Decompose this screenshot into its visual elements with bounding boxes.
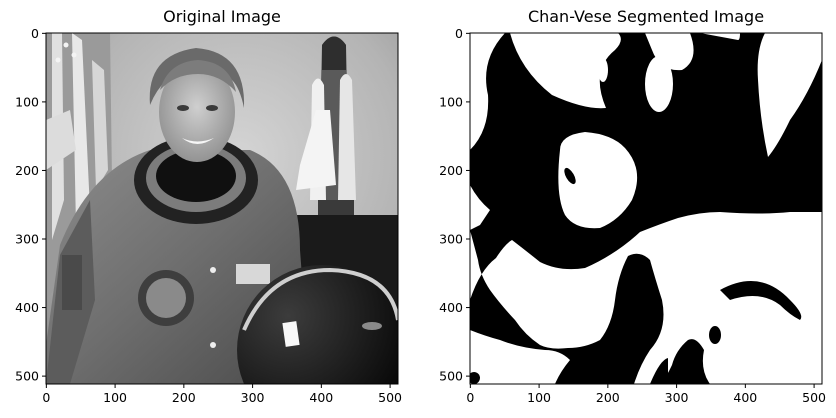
x-tick-label: 200: [596, 390, 620, 405]
x-tick-label: 100: [103, 390, 127, 405]
y-tick-label: 200: [15, 163, 39, 178]
x-tick-label: 400: [309, 390, 333, 405]
original-image: [46, 33, 407, 418]
x-tick-label: 0: [466, 390, 474, 405]
x-tick-label: 200: [172, 390, 196, 405]
x-tick-label: 500: [802, 390, 826, 405]
y-tick-label: 400: [15, 300, 39, 315]
y-tick-label: 100: [439, 94, 463, 109]
x-tick-label: 500: [378, 390, 402, 405]
y-tick-label: 300: [15, 232, 39, 247]
x-tick-label: 0: [42, 390, 50, 405]
x-tick-label: 300: [665, 390, 689, 405]
x-tick-label: 400: [733, 390, 757, 405]
y-tick-label: 0: [31, 26, 39, 41]
y-tick-label: 200: [439, 163, 463, 178]
y-tick-label: 400: [439, 300, 463, 315]
y-tick-label: 300: [439, 232, 463, 247]
y-tick-label: 0: [455, 26, 463, 41]
y-tick-label: 500: [15, 369, 39, 384]
x-tick-label: 300: [241, 390, 265, 405]
y-tick-label: 100: [15, 94, 39, 109]
x-tick-label: 100: [527, 390, 551, 405]
segmented-image: [468, 33, 822, 384]
y-tick-label: 500: [439, 369, 463, 384]
